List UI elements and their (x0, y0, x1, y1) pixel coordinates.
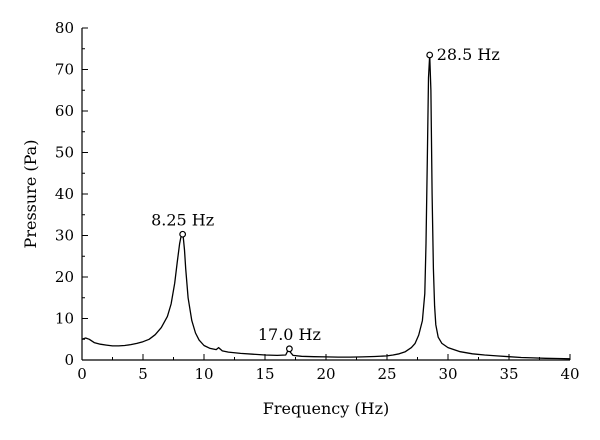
y-axis-title: Pressure (Pa) (21, 140, 40, 249)
x-tick-label: 35 (499, 365, 518, 383)
x-tick-label: 20 (316, 365, 335, 383)
peak-marker (286, 345, 293, 353)
x-tick-label: 5 (138, 365, 148, 383)
x-tick-label: 10 (194, 365, 213, 383)
y-tick-label: 10 (55, 310, 74, 328)
peak-label: 28.5 Hz (437, 45, 500, 64)
peak-label: 17.0 Hz (258, 325, 321, 344)
y-tick-label: 70 (55, 61, 74, 79)
x-axis-title: Frequency (Hz) (263, 399, 390, 418)
peak-marker (426, 51, 434, 59)
y-tick-label: 0 (64, 351, 74, 369)
x-tick-label: 15 (255, 365, 274, 383)
y-tick-label: 60 (55, 102, 74, 120)
y-tick-label: 40 (55, 185, 74, 203)
peak-label: 8.25 Hz (151, 210, 214, 229)
x-tick-label: 30 (438, 365, 457, 383)
x-tick-label: 25 (377, 365, 396, 383)
y-tick-label: 80 (55, 19, 74, 37)
series-line (81, 54, 571, 360)
peak-marker (179, 230, 187, 238)
x-tick-label: 40 (560, 365, 579, 383)
y-tick-label: 30 (55, 227, 74, 245)
plot-area: 0 5 10 15 20 25 30 35 40 0 10 20 30 40 50 60 70 80 8.25 Hz… (55, 19, 580, 383)
x-tick-label: 0 (77, 365, 87, 383)
y-tick-label: 50 (55, 144, 74, 162)
y-tick-label: 20 (55, 268, 74, 286)
